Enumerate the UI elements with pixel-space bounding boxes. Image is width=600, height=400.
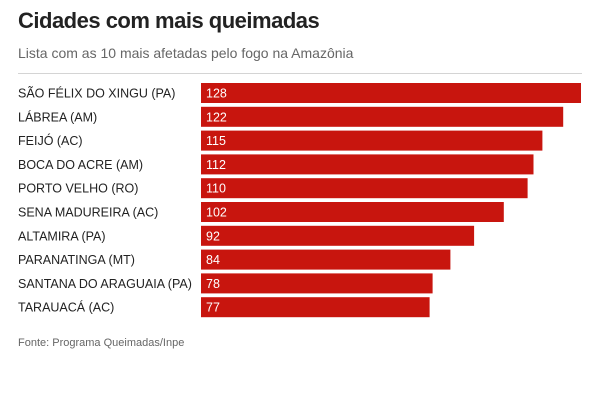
category-label: TARAUACÁ (AC) xyxy=(18,300,114,315)
bar-value-label: 110 xyxy=(206,182,226,196)
bar xyxy=(201,225,475,246)
header-divider xyxy=(18,73,582,74)
bar-value-label: 92 xyxy=(206,229,220,243)
bar-value-label: 112 xyxy=(206,158,226,172)
bar-value-label: 77 xyxy=(206,301,220,315)
bar xyxy=(201,130,543,151)
chart-subtitle: Lista com as 10 mais afetadas pelo fogo … xyxy=(18,45,354,61)
bar-value-label: 115 xyxy=(206,134,226,148)
bar-value-label: 78 xyxy=(206,277,220,291)
category-label: BOCA DO ACRE (AM) xyxy=(18,158,143,172)
category-label: PARANATINGA (MT) xyxy=(18,253,135,267)
bar-value-label: 128 xyxy=(206,87,227,101)
bar-value-label: 122 xyxy=(206,110,227,124)
bar xyxy=(201,202,504,222)
category-label: FEIJÓ (AC) xyxy=(18,133,83,148)
bar xyxy=(201,106,564,127)
source-note: Fonte: Programa Queimadas/Inpe xyxy=(18,337,185,349)
category-label: ALTAMIRA (PA) xyxy=(18,229,106,243)
category-label: LÁBREA (AM) xyxy=(18,109,97,124)
bar xyxy=(201,249,451,270)
bar-value-label: 102 xyxy=(206,206,227,220)
bar-value-label: 84 xyxy=(206,253,220,267)
bar xyxy=(201,178,528,199)
bar xyxy=(201,154,534,175)
category-label: SÃO FÉLIX DO XINGU (PA) xyxy=(18,86,175,101)
bar xyxy=(201,273,433,294)
bar xyxy=(201,297,430,318)
bar xyxy=(201,83,581,103)
category-label: SANTANA DO ARAGUAIA (PA) xyxy=(18,277,192,291)
category-label: PORTO VELHO (RO) xyxy=(18,182,138,196)
category-label: SENA MADUREIRA (AC) xyxy=(18,206,158,220)
chart-title: Cidades com mais queimadas xyxy=(18,8,320,33)
